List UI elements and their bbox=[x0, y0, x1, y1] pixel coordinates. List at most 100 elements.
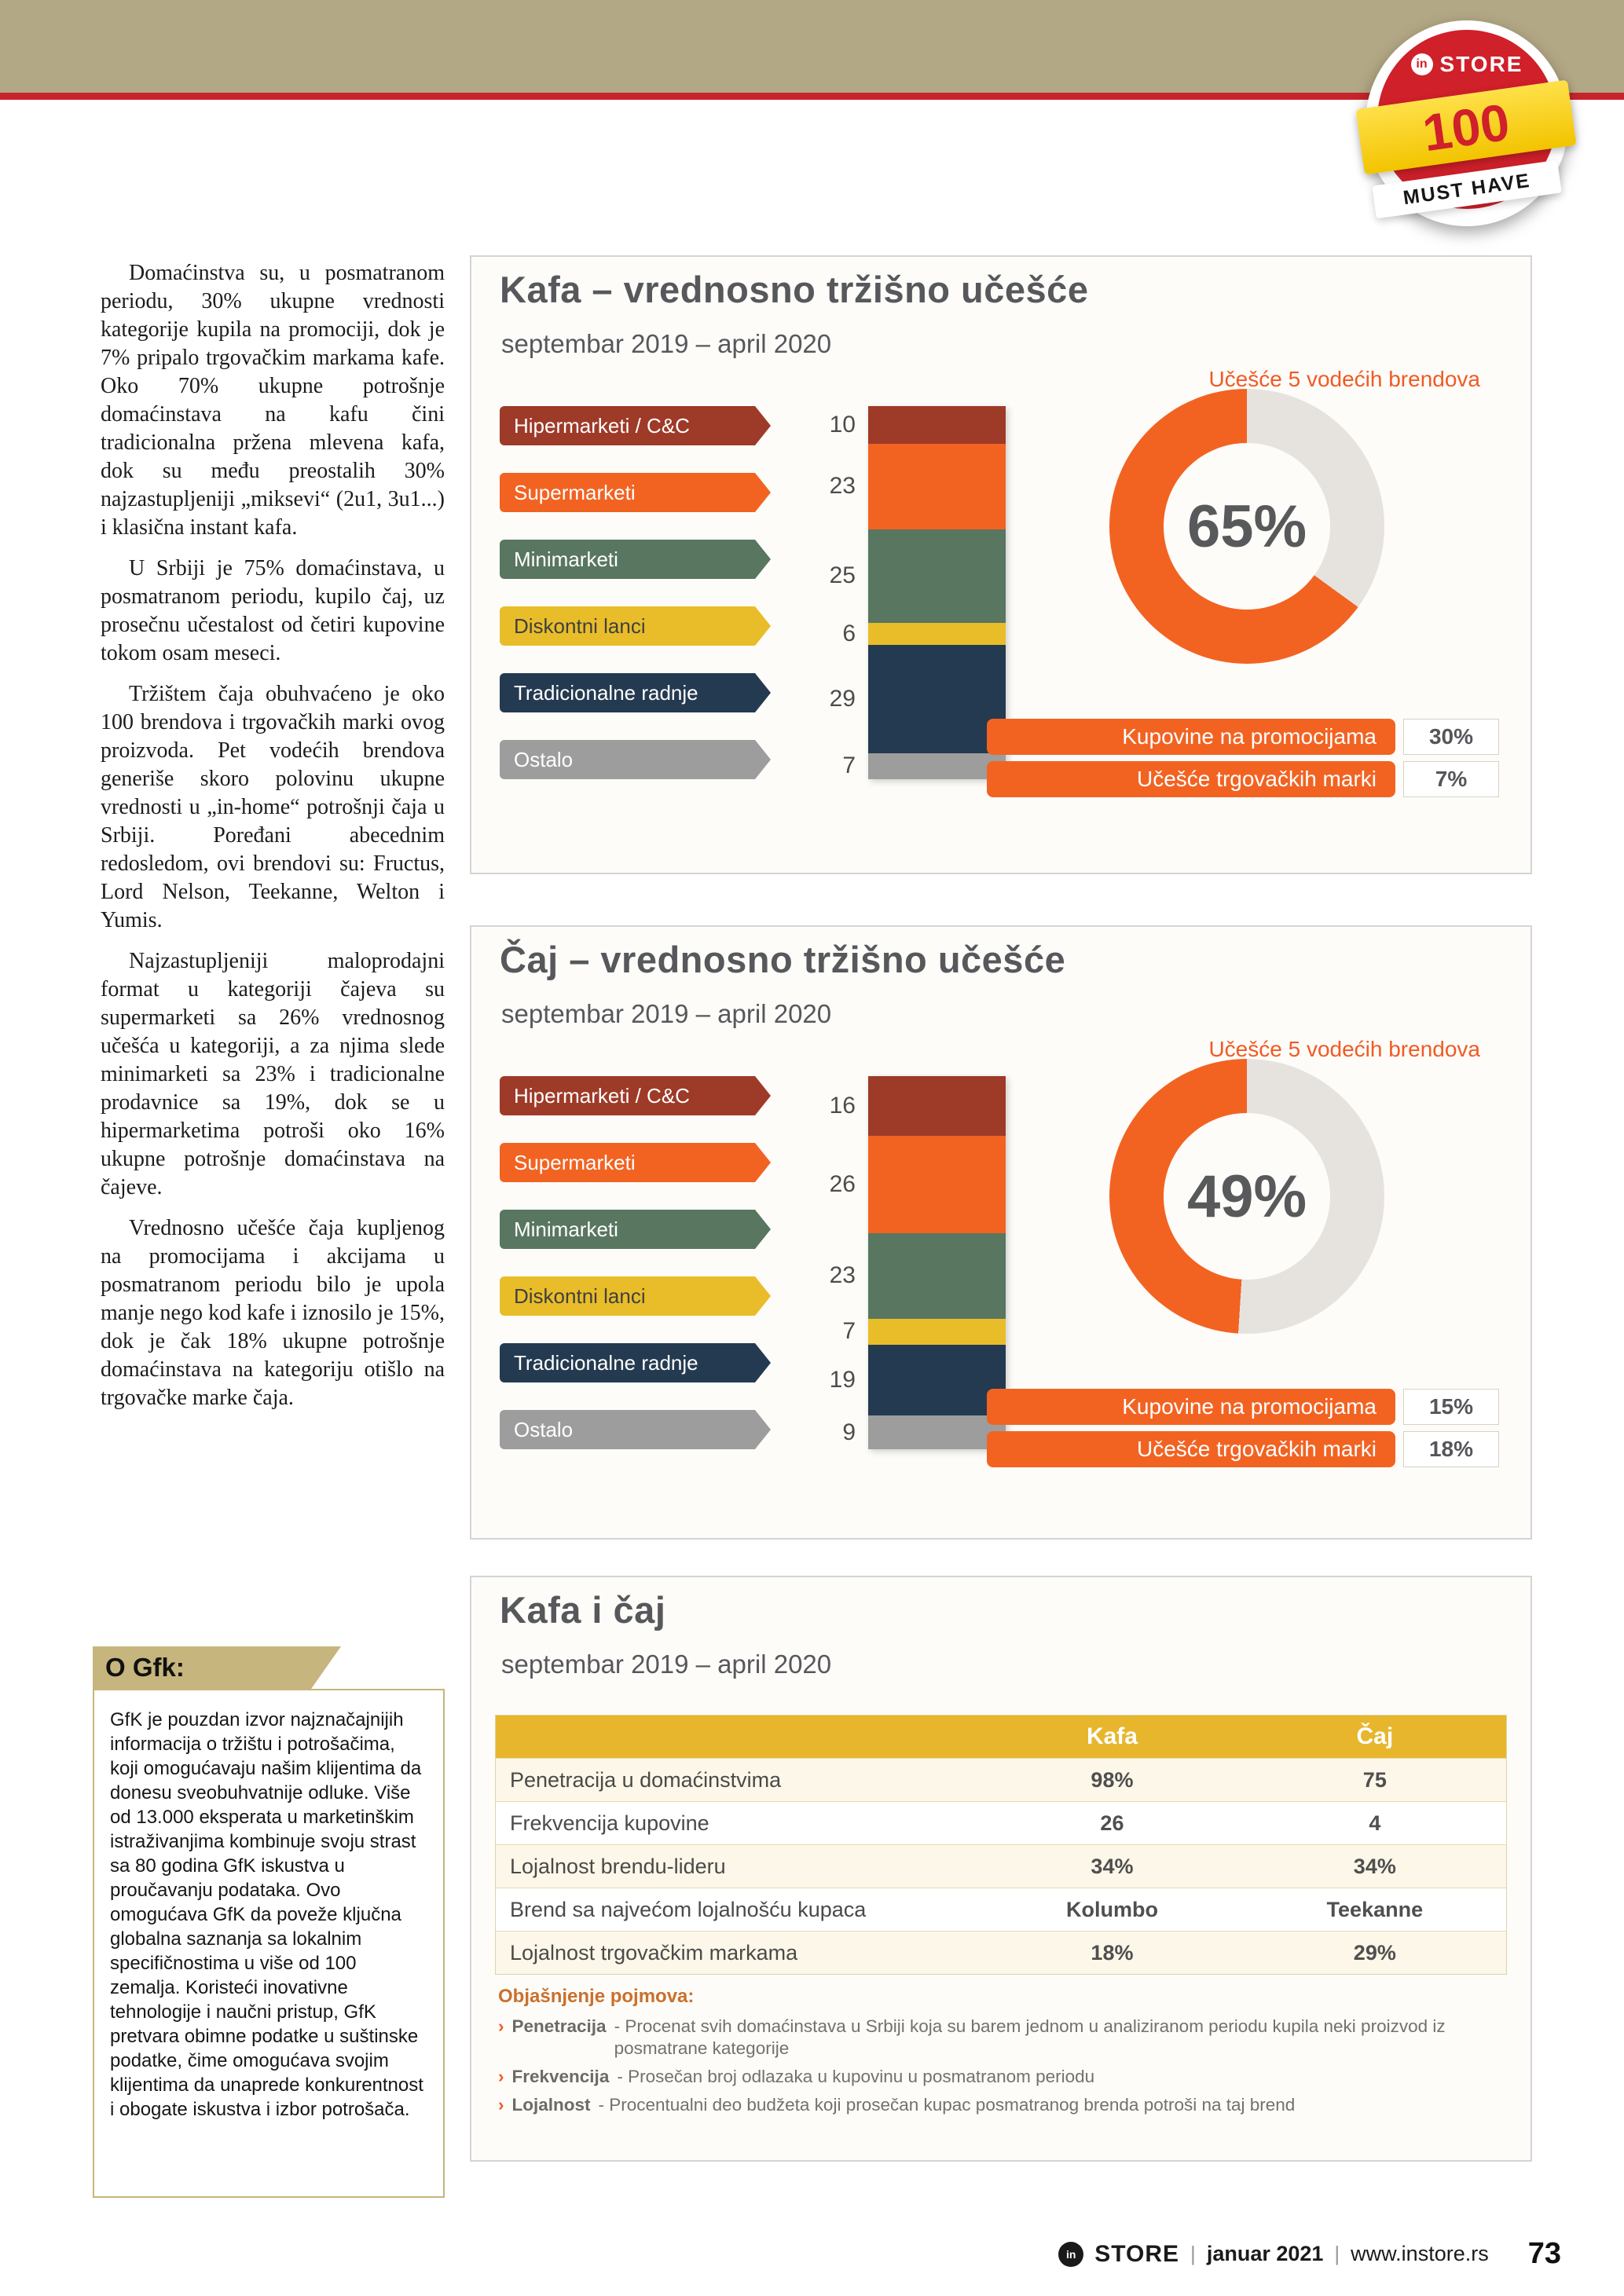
row-value-caj: 75 bbox=[1362, 1767, 1387, 1792]
chart-title: Čaj – vrednosno tržišno učešće bbox=[500, 939, 1066, 980]
notes-title: Objašnjenje pojmova: bbox=[498, 1986, 695, 2007]
note-bullet-icon: › bbox=[498, 2095, 504, 2115]
article-paragraph: Najzastupljeniji maloprodajni format u k… bbox=[101, 949, 445, 1199]
donut-percentage: 65% bbox=[1186, 493, 1307, 560]
row-label: Brend sa najvećom lojalnošću kupaca bbox=[510, 1897, 867, 1921]
row-value-kafa: 18% bbox=[1091, 1940, 1134, 1965]
promo-value: 30% bbox=[1403, 719, 1499, 755]
table-row: Lojalnost trgovačkim markama 18% 29% bbox=[496, 1931, 1506, 1974]
table-row: Lojalnost brendu-lideru 34% 34% bbox=[496, 1844, 1506, 1888]
bar-value: 16 bbox=[829, 1093, 856, 1119]
category-label-diskontni-lanci: Diskontni lanci bbox=[500, 606, 771, 646]
table-header-caj: Čaj bbox=[1356, 1723, 1394, 1749]
stacked-bar: 10 23 25 6 29 7 bbox=[830, 406, 1006, 779]
instore-logo-icon: in bbox=[1058, 2241, 1084, 2267]
instore-logo-icon: in bbox=[1410, 53, 1433, 75]
chart-subtitle: septembar 2019 – april 2020 bbox=[501, 1650, 832, 1679]
article-paragraph: Vrednosno učešće čaja kupljenog na promo… bbox=[101, 1216, 445, 1410]
row-label: Penetracija u domaćinstvima bbox=[510, 1767, 782, 1792]
stacked-bar: 16 26 23 7 19 9 bbox=[830, 1076, 1006, 1449]
note-term: Penetracija bbox=[511, 2016, 607, 2036]
bar-value: 25 bbox=[829, 562, 856, 589]
promo-value: 7% bbox=[1403, 761, 1499, 797]
tea-chart-panel: Čaj – vrednosno tržišno učešće septembar… bbox=[470, 925, 1532, 1540]
bar-segment-6: 7 bbox=[842, 753, 1006, 779]
category-label-ostalo: Ostalo bbox=[500, 1410, 771, 1449]
category-label-tradicionalne-radnje: Tradicionalne radnje bbox=[500, 1343, 771, 1382]
footer-separator: | bbox=[1190, 2242, 1196, 2265]
bar-value: 6 bbox=[842, 620, 856, 646]
table-row: Penetracija u domaćinstvima 98% 75 bbox=[496, 1758, 1506, 1801]
table-header-empty bbox=[496, 1716, 981, 1758]
table-header-kafa: Kafa bbox=[1086, 1723, 1138, 1749]
category-label-supermarketi: Supermarketi bbox=[500, 473, 771, 512]
page-number: 73 bbox=[1527, 2237, 1561, 2270]
bar-value: 10 bbox=[829, 411, 856, 438]
note-line: › Penetracija - Procenat svih domaćinsta… bbox=[498, 2016, 1496, 2060]
article-paragraph: Domaćinstva su, u posmatranom periodu, 3… bbox=[101, 261, 445, 540]
bar-value: 23 bbox=[829, 473, 856, 500]
chart-title: Kafa i čaj bbox=[500, 1589, 666, 1631]
bar-value: 7 bbox=[842, 753, 856, 779]
donut-note: Učešće 5 vodećih brendova bbox=[1208, 367, 1480, 391]
category-label-hipermarketi: Hipermarketi / C&C bbox=[500, 1076, 771, 1115]
category-label-supermarketi: Supermarketi bbox=[500, 1143, 771, 1182]
promo-row: Učešće trgovačkih marki 7% bbox=[987, 761, 1499, 797]
kafa-caj-table: Kafa Čaj Penetracija u domaćinstvima 98%… bbox=[495, 1715, 1507, 1975]
row-value-caj: 4 bbox=[1369, 1811, 1381, 1835]
note-line: › Lojalnost - Procentualni deo budžeta k… bbox=[498, 2094, 1496, 2116]
donut-hole: 65% bbox=[1164, 443, 1330, 610]
promo-row: Kupovine na promocijama 30% bbox=[987, 719, 1499, 755]
promo-value: 15% bbox=[1403, 1389, 1499, 1425]
promo-label: Učešće trgovačkih marki bbox=[987, 761, 1395, 797]
promo-label: Kupovine na promocijama bbox=[987, 1389, 1395, 1425]
promo-value: 18% bbox=[1403, 1431, 1499, 1467]
bar-segment-2: 23 bbox=[830, 443, 1006, 529]
chart-subtitle: septembar 2019 – april 2020 bbox=[501, 329, 832, 358]
row-value-kafa: 34% bbox=[1091, 1854, 1134, 1878]
bar-segment-2: 26 bbox=[830, 1136, 1006, 1233]
bar-value: 29 bbox=[829, 685, 856, 712]
gfk-heading: O Gfk: bbox=[93, 1646, 341, 1689]
category-label-minimarketi: Minimarketi bbox=[500, 540, 771, 579]
row-value-caj: Teekanne bbox=[1326, 1897, 1424, 1921]
footer-brand: STORE bbox=[1094, 2240, 1180, 2267]
bar-segment-6: 9 bbox=[842, 1415, 1006, 1449]
top-band bbox=[0, 0, 1624, 93]
coffee-chart-panel: Kafa – vrednosno tržišno učešće septemba… bbox=[470, 255, 1532, 874]
category-label-tradicionalne-radnje: Tradicionalne radnje bbox=[500, 673, 771, 712]
bar-value: 23 bbox=[829, 1262, 856, 1289]
bar-segment-1: 10 bbox=[830, 406, 1006, 444]
badge-brand: in STORE bbox=[1366, 52, 1568, 77]
note-text: - Prosečan broj odlazaka u kupovinu u po… bbox=[617, 2067, 1095, 2086]
bar-segment-1: 16 bbox=[830, 1076, 1006, 1136]
bar-segment-4: 6 bbox=[842, 621, 1006, 646]
red-rule bbox=[0, 93, 1624, 100]
bar-segment-5: 19 bbox=[830, 1345, 1006, 1416]
definitions-notes: Objašnjenje pojmova: › Penetracija - Pro… bbox=[498, 1986, 1496, 2122]
note-term: Frekvencija bbox=[511, 2067, 610, 2086]
promo-label: Učešće trgovačkih marki bbox=[987, 1431, 1395, 1467]
bar-segment-3: 25 bbox=[830, 529, 1006, 623]
row-value-caj: 34% bbox=[1353, 1854, 1396, 1878]
bar-segment-3: 23 bbox=[830, 1232, 1006, 1319]
row-value-caj: 29% bbox=[1353, 1940, 1396, 1965]
row-value-kafa: 26 bbox=[1100, 1811, 1124, 1835]
instore-100-badge: in STORE 100 MUST HAVE bbox=[1355, 20, 1577, 226]
bar-value: 19 bbox=[829, 1367, 856, 1393]
article-column: Domaćinstva su, u posmatranom periodu, 3… bbox=[101, 259, 445, 1425]
bar-segment-5: 29 bbox=[830, 645, 1006, 753]
note-bullet-icon: › bbox=[498, 2067, 504, 2086]
row-label: Lojalnost brendu-lideru bbox=[510, 1854, 726, 1878]
article-paragraph: Tržištem čaja obuhvaćeno je oko 100 bren… bbox=[101, 682, 445, 932]
footer-separator: | bbox=[1334, 2242, 1340, 2265]
kafa-caj-table-panel: Kafa i čaj septembar 2019 – april 2020 K… bbox=[470, 1576, 1532, 2162]
promo-row: Učešće trgovačkih marki 18% bbox=[987, 1431, 1499, 1467]
bar-value: 9 bbox=[842, 1419, 856, 1445]
donut-hole: 49% bbox=[1164, 1113, 1330, 1280]
donut-note: Učešće 5 vodećih brendova bbox=[1208, 1037, 1480, 1061]
footer-url: www.instore.rs bbox=[1351, 2242, 1489, 2265]
donut-chart: 65% bbox=[1109, 389, 1384, 664]
row-value-kafa: 98% bbox=[1091, 1767, 1134, 1792]
category-labels: Hipermarketi / C&C Supermarketi Minimark… bbox=[500, 406, 771, 779]
